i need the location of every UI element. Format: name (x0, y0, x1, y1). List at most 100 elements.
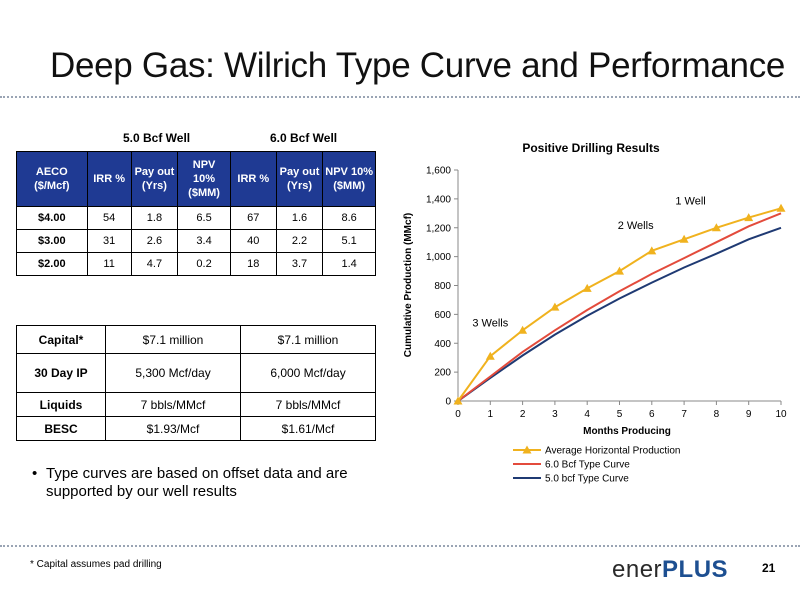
ip-label: 30 Day IP (16, 353, 106, 393)
data-point-marker (711, 223, 721, 232)
chart-annotation: 3 Wells (472, 318, 508, 330)
bullet-point: • Type curves are based on offset data a… (32, 465, 352, 501)
x-tick-label: 1 (488, 409, 494, 420)
group-label-6bcf: 6.0 Bcf Well (270, 131, 338, 145)
data-point-marker (582, 283, 592, 292)
table-cell: 5,300 Mcf/day (105, 353, 241, 393)
x-tick-label: 10 (775, 409, 787, 420)
group-label-5bcf: 5.0 Bcf Well (123, 131, 191, 145)
table-cell: 7 bbls/MMcf (105, 392, 241, 417)
page-number: 21 (762, 561, 776, 575)
table-cell: 54 (86, 206, 132, 230)
chart-title: Positive Drilling Results (522, 141, 660, 155)
header-payout-6: Pay out (Yrs) (275, 151, 324, 207)
logo-text-ener: ener (612, 556, 663, 583)
y-tick-label: 1,600 (426, 166, 451, 177)
data-point-marker (647, 246, 657, 255)
table-cell: 18 (229, 252, 277, 276)
table-cell: $7.1 million (240, 325, 376, 354)
y-tick-label: 800 (434, 281, 451, 292)
table-cell: 6,000 Mcf/day (240, 353, 376, 393)
data-point-marker (485, 351, 495, 360)
header-irr-6: IRR % (229, 151, 277, 207)
x-tick-label: 9 (746, 409, 752, 420)
production-chart: Positive Drilling Results 0 200 400 600 800 1… (403, 141, 787, 485)
table-row: 30 Day IP 5,300 Mcf/day 6,000 Mcf/day (16, 353, 376, 393)
table-cell: 31 (86, 229, 132, 253)
table-cell: 2.2 (275, 229, 324, 253)
y-axis-label: Cumulative Production (MMcf) (403, 213, 414, 357)
data-point-marker (744, 213, 754, 222)
economics-table: AECO ($/Mcf) IRR % Pay out (Yrs) NPV 10%… (16, 151, 376, 276)
besc-label: BESC (16, 416, 106, 441)
table-cell: 40 (229, 229, 277, 253)
chart-annotation: 1 Well (675, 196, 705, 208)
table-row: BESC $1.93/Mcf $1.61/Mcf (16, 416, 376, 441)
x-tick-label: 0 (455, 409, 461, 420)
economics-header-row: AECO ($/Mcf) IRR % Pay out (Yrs) NPV 10%… (16, 151, 376, 207)
table-cell: 3.7 (275, 252, 324, 276)
y-tick-label: 1,200 (426, 223, 451, 234)
enerplus-logo: enerPLUS (612, 556, 728, 584)
table-row: Capital* $7.1 million $7.1 million (16, 325, 376, 354)
y-tick-label: 1,400 (426, 194, 451, 205)
series-line-2 (457, 226, 782, 402)
table-cell: 1.4 (322, 252, 376, 276)
capital-table: Capital* $7.1 million $7.1 million 30 Da… (16, 325, 376, 441)
series-line-1 (457, 212, 782, 402)
series-line-0 (457, 207, 782, 402)
price-cell: $2.00 (16, 252, 88, 276)
bullet-dot-icon: • (32, 465, 38, 482)
table-cell: 2.6 (130, 229, 179, 253)
x-axis-label: Months Producing (583, 426, 671, 437)
data-point-marker (550, 302, 560, 311)
liquids-label: Liquids (16, 392, 106, 417)
header-payout-5: Pay out (Yrs) (130, 151, 179, 207)
table-cell: 6.5 (177, 206, 231, 230)
table-cell: 4.7 (130, 252, 179, 276)
header-irr-5: IRR % (86, 151, 132, 207)
y-tick-label: 600 (434, 310, 451, 321)
table-cell: 1.6 (275, 206, 324, 230)
legend-marker (522, 445, 532, 454)
y-tick-label: 400 (434, 339, 451, 350)
x-tick-label: 8 (714, 409, 720, 420)
table-cell: 1.8 (130, 206, 179, 230)
slide-title: Deep Gas: Wilrich Type Curve and Perform… (50, 46, 786, 85)
table-cell: 8.6 (322, 206, 376, 230)
table-cell: 11 (86, 252, 132, 276)
price-cell: $3.00 (16, 229, 88, 253)
data-point-marker (615, 266, 624, 275)
data-point-marker (776, 203, 786, 212)
table-cell: $1.61/Mcf (240, 416, 376, 441)
header-aeco: AECO ($/Mcf) (16, 151, 88, 207)
y-tick-label: 1,000 (426, 252, 451, 263)
bullet-text: Type curves are based on offset data and… (46, 465, 348, 500)
logo-text-plus: PLUS (662, 556, 729, 583)
table-cell: $7.1 million (105, 325, 241, 354)
x-tick-label: 3 (552, 409, 558, 420)
x-tick-label: 6 (649, 409, 655, 420)
chart-annotation: 2 Wells (618, 220, 654, 232)
table-row: $2.00 11 4.7 0.2 18 3.7 1.4 (16, 252, 376, 276)
y-tick-label: 200 (434, 368, 451, 379)
table-cell: 3.4 (177, 229, 231, 253)
table-cell: 0.2 (177, 252, 231, 276)
top-divider (0, 96, 800, 98)
y-tick-label: 0 (445, 397, 451, 408)
header-npv-5: NPV 10% ($MM) (177, 151, 231, 207)
table-row: $4.00 54 1.8 6.5 67 1.6 8.6 (16, 206, 376, 230)
x-tick-label: 2 (520, 409, 526, 420)
table-row: Liquids 7 bbls/MMcf 7 bbls/MMcf (16, 392, 376, 417)
table-cell: 7 bbls/MMcf (240, 392, 376, 417)
legend-label: Average Horizontal Production (545, 446, 680, 457)
x-tick-label: 7 (681, 409, 687, 420)
price-cell: $4.00 (16, 206, 88, 230)
header-npv-6: NPV 10% ($MM) (322, 151, 376, 207)
footnote: * Capital assumes pad drilling (30, 559, 162, 570)
table-cell: 5.1 (322, 229, 376, 253)
table-row: $3.00 31 2.6 3.4 40 2.2 5.1 (16, 229, 376, 253)
x-tick-label: 4 (584, 409, 590, 420)
table-cell: 67 (229, 206, 277, 230)
legend-label: 5.0 bcf Type Curve (545, 474, 629, 485)
